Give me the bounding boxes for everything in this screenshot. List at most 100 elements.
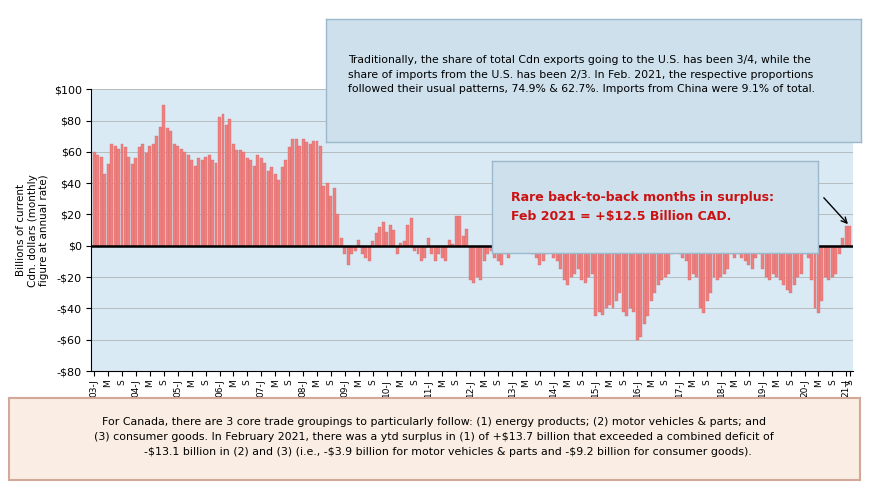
Bar: [277, 180, 280, 246]
Bar: [135, 158, 137, 246]
Bar: [288, 147, 290, 246]
Bar: [503, 246, 506, 254]
Bar: [733, 246, 735, 258]
Bar: [580, 246, 582, 280]
Bar: [298, 146, 301, 246]
Bar: [284, 160, 287, 246]
Bar: [628, 246, 631, 308]
Bar: [103, 174, 106, 246]
Bar: [110, 144, 113, 246]
Bar: [649, 246, 652, 301]
Bar: [145, 153, 148, 246]
Bar: [486, 246, 488, 254]
Bar: [771, 246, 773, 274]
Bar: [788, 246, 791, 293]
Bar: [190, 160, 193, 246]
Bar: [329, 196, 332, 246]
Bar: [249, 160, 252, 246]
Bar: [830, 246, 833, 277]
Bar: [785, 246, 787, 290]
Bar: [225, 125, 228, 246]
Bar: [451, 244, 454, 246]
Bar: [531, 246, 534, 254]
Bar: [454, 216, 457, 246]
Bar: [350, 246, 353, 254]
Bar: [587, 246, 589, 277]
Bar: [521, 232, 523, 246]
Bar: [402, 241, 405, 246]
Bar: [573, 246, 575, 274]
Bar: [555, 246, 558, 261]
Bar: [121, 144, 123, 246]
Bar: [667, 246, 669, 274]
Text: Rare back-to-back months in surplus:
Feb 2021 = +$12.5 Billion CAD.: Rare back-to-back months in surplus: Feb…: [511, 191, 773, 223]
Bar: [364, 246, 367, 258]
Bar: [844, 226, 846, 246]
Bar: [507, 246, 509, 258]
Bar: [792, 246, 794, 285]
Bar: [93, 152, 96, 246]
Bar: [218, 117, 221, 246]
Bar: [743, 246, 746, 261]
Bar: [270, 168, 273, 246]
Bar: [607, 246, 610, 306]
Bar: [740, 246, 742, 258]
Bar: [562, 246, 565, 280]
Bar: [604, 246, 607, 308]
Bar: [600, 246, 603, 315]
Bar: [475, 246, 478, 277]
Bar: [263, 163, 266, 246]
Bar: [753, 246, 756, 258]
Bar: [722, 246, 725, 274]
Bar: [677, 246, 680, 254]
Bar: [211, 160, 214, 246]
Bar: [760, 246, 763, 269]
Bar: [96, 155, 99, 246]
Bar: [813, 246, 815, 308]
Bar: [430, 246, 433, 254]
Bar: [823, 246, 826, 277]
Bar: [194, 166, 196, 246]
Bar: [837, 246, 839, 254]
Bar: [295, 139, 297, 246]
Bar: [781, 246, 784, 285]
Text: Traditionally, the share of total Cdn exports going to the U.S. has been 3/4, wh: Traditionally, the share of total Cdn ex…: [348, 55, 813, 94]
Bar: [312, 141, 315, 246]
Bar: [180, 148, 182, 246]
Bar: [729, 246, 732, 254]
Bar: [378, 227, 381, 246]
Bar: [326, 183, 328, 246]
Bar: [183, 152, 186, 246]
Bar: [361, 246, 363, 254]
Bar: [239, 150, 242, 246]
Bar: [465, 228, 468, 246]
Bar: [583, 246, 586, 283]
Bar: [100, 157, 103, 246]
Bar: [670, 246, 673, 254]
Bar: [691, 246, 693, 274]
Bar: [437, 246, 440, 254]
Bar: [559, 246, 561, 269]
Bar: [566, 246, 568, 285]
Bar: [597, 246, 600, 312]
Bar: [847, 226, 850, 246]
Bar: [281, 168, 283, 246]
Bar: [569, 246, 572, 277]
Bar: [399, 242, 401, 246]
Bar: [712, 246, 714, 277]
Bar: [534, 246, 537, 258]
Bar: [315, 141, 318, 246]
Bar: [719, 246, 721, 277]
Bar: [541, 246, 544, 261]
Bar: [687, 246, 690, 280]
Bar: [368, 246, 370, 261]
Bar: [663, 246, 666, 277]
Bar: [371, 241, 374, 246]
Bar: [757, 246, 760, 254]
Bar: [131, 164, 134, 246]
Bar: [427, 238, 429, 246]
Bar: [468, 246, 471, 280]
Bar: [656, 246, 659, 285]
Bar: [229, 119, 231, 246]
Bar: [489, 246, 492, 251]
